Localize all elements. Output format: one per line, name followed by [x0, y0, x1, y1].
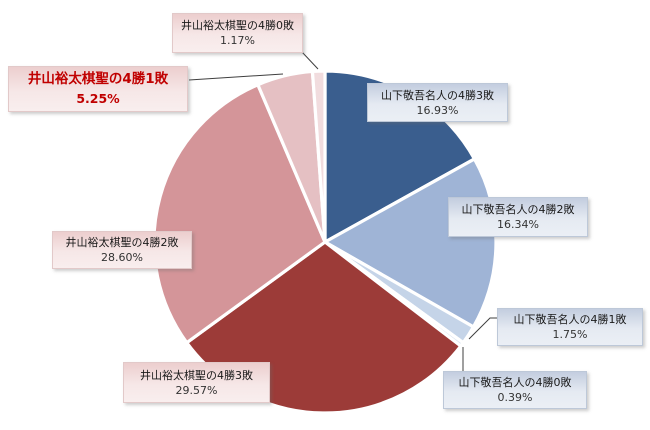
data-label-percent: 1.75% [552, 328, 588, 341]
data-label-title: 山下敬吾名人の4勝0敗 [458, 376, 572, 389]
data-label-percent: 1.17% [220, 34, 255, 47]
data-label-iyama-4-0: 井山裕太棋聖の4勝0敗 1.17% [172, 13, 303, 53]
leader-line-yamashita-4-1 [468, 317, 497, 340]
data-label-iyama-4-1-highlighted: 井山裕太棋聖の4勝1敗 5.25% [8, 66, 188, 112]
data-label-yamashita-4-0: 山下敬吾名人の4勝0敗 0.39% [443, 371, 587, 409]
data-label-title: 山下敬吾名人の4勝2敗 [461, 203, 575, 216]
data-label-percent: 0.39% [497, 391, 533, 404]
leader-line-iyama-4-0 [301, 51, 319, 70]
data-label-title: 山下敬吾名人の4勝1敗 [513, 313, 627, 326]
data-label-percent: 29.57% [175, 383, 218, 397]
data-label-percent: 16.93% [416, 103, 459, 117]
data-label-yamashita-4-2: 山下敬吾名人の4勝2敗 16.34% [448, 197, 588, 237]
data-label-percent: 16.34% [497, 218, 539, 231]
data-label-title: 井山裕太棋聖の4勝1敗 [27, 71, 169, 87]
leader-lines-group [188, 51, 497, 371]
data-label-yamashita-4-3: 山下敬吾名人の4勝3敗 16.93% [367, 83, 508, 122]
data-label-iyama-4-2: 井山裕太棋聖の4勝2敗 28.60% [52, 231, 192, 269]
data-label-title: 山下敬吾名人の4勝3敗 [381, 88, 494, 102]
data-label-yamashita-4-1: 山下敬吾名人の4勝1敗 1.75% [497, 308, 643, 346]
data-label-title: 井山裕太棋聖の4勝2敗 [65, 236, 179, 249]
pie-slice-7[interactable] [310, 69, 327, 244]
data-label-title: 井山裕太棋聖の4勝3敗 [140, 368, 253, 382]
data-label-percent: 28.60% [101, 251, 143, 264]
pie-slice-5[interactable] [152, 83, 327, 345]
leader-line-iyama-4-1 [188, 73, 284, 81]
data-label-iyama-4-3: 井山裕太棋聖の4勝3敗 29.57% [123, 362, 270, 403]
data-label-title: 井山裕太棋聖の4勝0敗 [181, 19, 294, 32]
data-label-percent: 5.25% [76, 91, 120, 106]
